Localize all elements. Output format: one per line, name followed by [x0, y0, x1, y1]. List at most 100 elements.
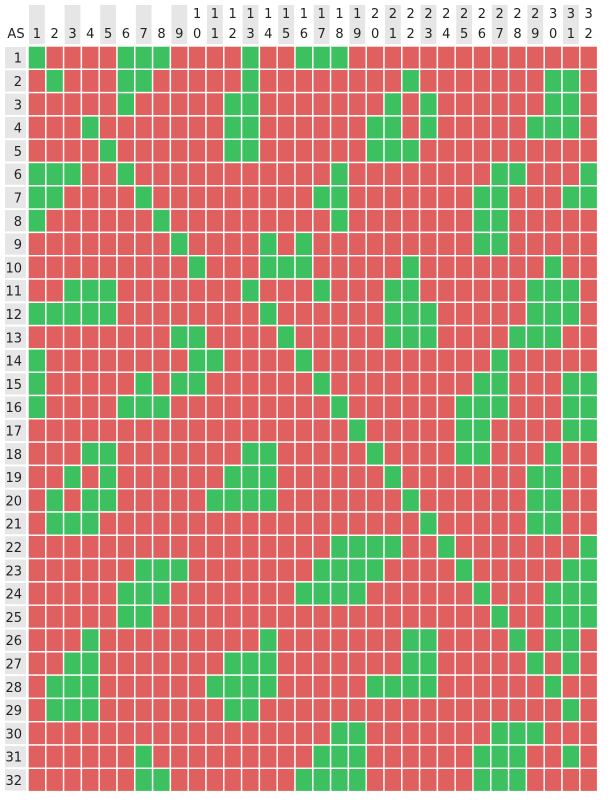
heatmap-cell-15-25: [454, 371, 474, 397]
heatmap-cell-7-23: [418, 185, 439, 210]
column-header-digit: 9: [175, 27, 183, 42]
heatmap-cell-7-24: [436, 185, 456, 210]
heatmap-cell-12-4: [80, 301, 100, 327]
heatmap-cell-3-31: [561, 91, 581, 117]
heatmap-cell-6-24: [436, 161, 456, 187]
heatmap-cell-29-1: [27, 697, 47, 723]
heatmap-cell-32-12: [223, 767, 243, 793]
heatmap-cell-17-31: [561, 418, 581, 443]
heatmap-cell-24-25: [454, 581, 474, 606]
column-header-digit: 7: [318, 27, 326, 42]
heatmap-cell-18-12: [223, 441, 243, 467]
heatmap-cell-13-3: [62, 324, 83, 350]
heatmap-cell-27-1: [27, 651, 47, 676]
heatmap-cell-5-6: [116, 138, 136, 164]
heatmap-cell-19-22: [401, 464, 421, 490]
heatmap-cell-15-32: [579, 371, 599, 397]
heatmap-cell-14-17: [312, 348, 332, 373]
column-header-digit: 2: [407, 27, 415, 42]
heatmap-cell-9-31: [561, 231, 581, 257]
heatmap-cell-6-6: [116, 161, 136, 187]
heatmap-cell-3-30: [543, 91, 563, 117]
heatmap-cell-13-4: [80, 324, 100, 350]
heatmap-cell-11-16: [294, 278, 314, 303]
heatmap-cell-19-5: [98, 464, 118, 490]
heatmap-cell-30-20: [365, 721, 385, 746]
heatmap-cell-28-20: [365, 674, 385, 700]
column-header-26: 26: [478, 7, 486, 42]
heatmap-cell-13-32: [579, 324, 599, 350]
heatmap-cell-28-12: [223, 674, 243, 700]
heatmap-cell-24-21: [383, 581, 403, 606]
row-header-label: 9: [14, 238, 22, 253]
column-header-6: 6: [122, 27, 130, 42]
heatmap-cell-4-19: [347, 115, 367, 140]
column-header-21: 21: [385, 5, 401, 44]
heatmap-cell-10-22: [401, 254, 421, 280]
heatmap-cell-23-15: [276, 557, 296, 583]
heatmap-cell-12-22: [401, 301, 421, 327]
column-header-2: 2: [51, 27, 59, 42]
heatmap-cell-32-17: [312, 767, 332, 793]
heatmap-cell-20-11: [205, 488, 225, 513]
heatmap-cell-16-11: [205, 394, 225, 420]
heatmap-cell-29-31: [561, 697, 581, 723]
heatmap-cell-8-15: [276, 208, 296, 234]
heatmap-cell-12-32: [579, 301, 599, 327]
heatmap-cell-5-11: [205, 138, 225, 164]
heatmap-cell-25-6: [116, 604, 136, 630]
heatmap-cell-11-15: [276, 278, 296, 303]
heatmap-cell-32-5: [98, 767, 118, 793]
row-header-5: 5: [5, 140, 26, 162]
heatmap-cell-28-24: [436, 674, 456, 700]
heatmap-cell-22-21: [383, 534, 403, 560]
heatmap-cell-32-29: [525, 767, 545, 793]
column-header-digit: 9: [353, 27, 361, 42]
heatmap-cell-16-31: [561, 394, 581, 420]
heatmap-cell-26-5: [98, 627, 118, 653]
heatmap-cell-6-20: [365, 161, 385, 187]
heatmap-cell-8-4: [80, 208, 100, 234]
heatmap-cell-8-3: [62, 208, 83, 234]
heatmap-cell-27-9: [169, 651, 189, 676]
row-header-label: 25: [5, 611, 22, 626]
heatmap-cell-28-2: [45, 674, 65, 700]
heatmap-cell-17-20: [365, 418, 385, 443]
heatmap-cell-32-18: [329, 767, 350, 793]
row-header-shade: [5, 722, 26, 744]
row-header-24: 24: [5, 582, 26, 605]
heatmap-cell-25-1: [27, 604, 47, 630]
heatmap-cell-24-1: [27, 581, 47, 606]
heatmap-cell-13-18: [329, 324, 350, 350]
heatmap-cell-7-22: [401, 185, 421, 210]
heatmap-cell-6-11: [205, 161, 225, 187]
heatmap-cell-5-14: [258, 138, 278, 164]
heatmap-cell-3-11: [205, 91, 225, 117]
heatmap-cell-21-18: [329, 511, 350, 536]
heatmap-cell-8-1: [27, 208, 47, 234]
heatmap-cell-30-18: [329, 721, 350, 746]
heatmap-cell-18-30: [543, 441, 563, 467]
heatmap-cell-24-14: [258, 581, 278, 606]
heatmap-cell-31-6: [116, 744, 136, 769]
row-header-shade: [5, 652, 26, 675]
heatmap-cell-27-12: [223, 651, 243, 676]
row-header-20: 20: [5, 489, 26, 511]
heatmap-cell-26-14: [258, 627, 278, 653]
heatmap-cell-17-26: [472, 418, 492, 443]
row-header-label: 13: [5, 331, 22, 346]
heatmap-cell-14-27: [490, 348, 510, 373]
heatmap-cell-29-22: [401, 697, 421, 723]
row-header-shade: [5, 210, 26, 232]
heatmap-cell-21-1: [27, 511, 47, 536]
heatmap-cell-14-21: [383, 348, 403, 373]
heatmap-cell-10-32: [579, 254, 599, 280]
heatmap-cell-5-31: [561, 138, 581, 164]
heatmap-cell-19-4: [80, 464, 100, 490]
row-header-label: 21: [5, 518, 22, 533]
heatmap-cell-5-15: [276, 138, 296, 164]
heatmap-cell-2-20: [365, 68, 385, 94]
heatmap-cell-11-19: [347, 278, 367, 303]
column-header-9: 9: [171, 5, 188, 44]
heatmap-cell-14-16: [294, 348, 314, 373]
